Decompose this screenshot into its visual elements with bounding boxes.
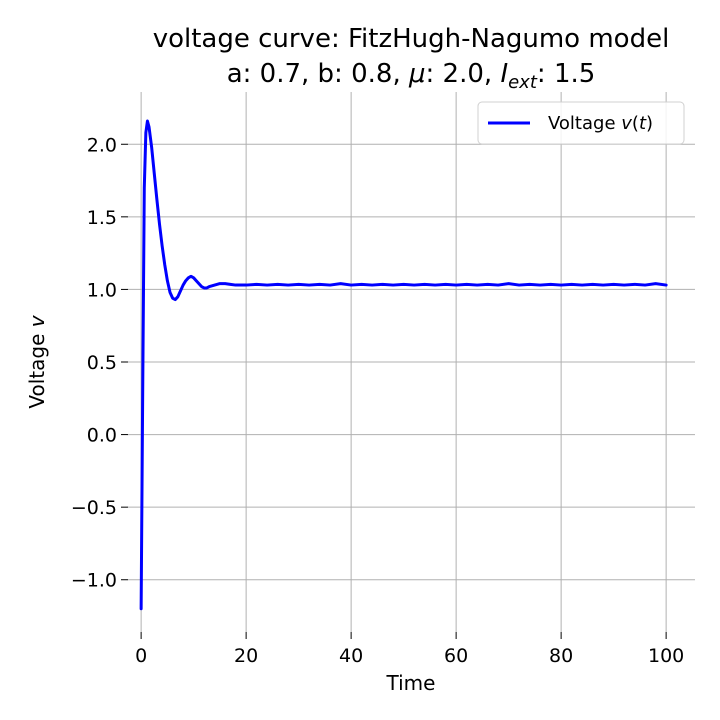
chart-title-line2: a: 0.7, b: 0.8, μ: 2.0, Iext: 1.5 bbox=[227, 59, 596, 93]
axis-ticks: 0 20 40 60 80 100 −1.0 −0.5 0.0 0.5 1.0 1.5 2.0 bbox=[71, 134, 684, 667]
y-axis-label: Voltage v bbox=[25, 314, 49, 408]
x-tick-label: 80 bbox=[549, 645, 573, 667]
legend-label-voltage: Voltage v(t) bbox=[548, 113, 653, 134]
x-tick-label: 0 bbox=[135, 645, 147, 667]
series-layer bbox=[139, 119, 668, 611]
y-tick-label: 0.5 bbox=[87, 352, 117, 374]
voltage-series-line bbox=[139, 119, 668, 611]
x-tick-label: 100 bbox=[648, 645, 684, 667]
x-axis-label: Time bbox=[386, 671, 436, 695]
chart-title-line1: voltage curve: FitzHugh-Nagumo model bbox=[153, 24, 670, 54]
legend: Voltage v(t) bbox=[477, 101, 685, 145]
x-tick-label: 40 bbox=[339, 645, 363, 667]
y-tick-label: 2.0 bbox=[87, 134, 117, 156]
y-tick-label: 0.0 bbox=[87, 425, 117, 447]
legend-box bbox=[477, 101, 685, 145]
x-tick-label: 60 bbox=[444, 645, 468, 667]
y-tick-label: −0.5 bbox=[71, 497, 117, 519]
grid-lines bbox=[128, 92, 695, 632]
y-tick-label: −1.0 bbox=[71, 570, 117, 592]
y-tick-label: 1.0 bbox=[87, 279, 117, 301]
y-tick-label: 1.5 bbox=[87, 207, 117, 229]
x-tick-label: 20 bbox=[234, 645, 258, 667]
